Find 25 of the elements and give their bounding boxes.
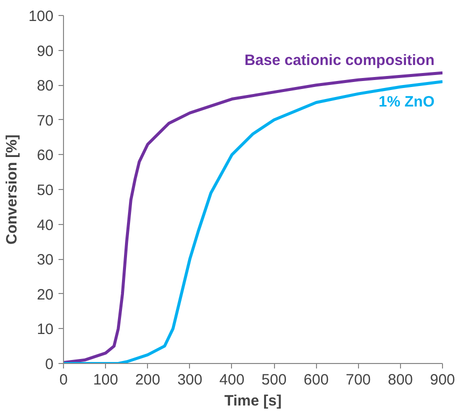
- y-tick-label: 40: [36, 216, 54, 234]
- x-tick-label: 400: [219, 372, 244, 388]
- y-tick-label: 100: [28, 8, 54, 25]
- series-label: 1% ZnO: [378, 94, 435, 111]
- y-tick-label: 50: [36, 182, 54, 199]
- x-tick-label: 600: [304, 372, 329, 388]
- x-tick-label: 700: [346, 372, 371, 388]
- x-axis-title: Time [s]: [224, 392, 282, 410]
- x-tick-label: 800: [388, 372, 413, 388]
- x-tick-label: 200: [135, 372, 160, 388]
- y-tick-label: 90: [36, 42, 54, 60]
- y-axis-title: Conversion [%]: [3, 134, 20, 245]
- y-tick-label: 20: [36, 286, 54, 304]
- x-tick-label: 100: [93, 372, 118, 388]
- y-tick-label: 60: [36, 147, 54, 164]
- x-tick-label: 500: [262, 372, 287, 388]
- y-tick-label: 30: [36, 252, 54, 269]
- y-tick-label: 70: [36, 112, 54, 130]
- x-tick-label: 0: [59, 372, 68, 388]
- x-tick-label: 300: [177, 372, 202, 388]
- series-label: Base cationic composition: [244, 52, 435, 69]
- y-tick-label: 80: [36, 78, 54, 95]
- x-tick-label: 900: [430, 372, 456, 388]
- y-tick-label: 0: [45, 356, 54, 373]
- y-tick-label: 10: [36, 321, 54, 338]
